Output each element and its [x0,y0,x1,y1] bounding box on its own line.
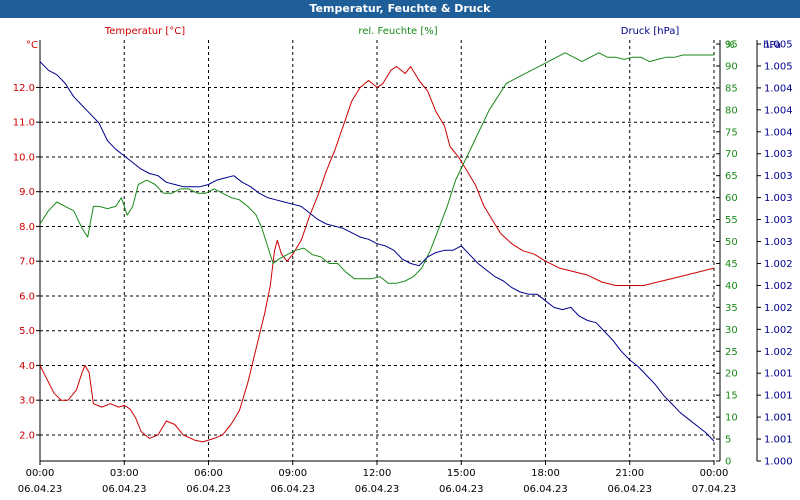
temperature-tick-label: 6.0 [19,291,35,302]
x-tick-time: 18:00 [531,468,560,479]
pressure-tick-label: 1.003 [764,171,793,182]
series-line-temperature [39,66,715,443]
x-tick-time: 09:00 [278,468,307,479]
humidity-tick-label: 65 [725,171,738,182]
x-tick-date: 06.04.23 [18,484,63,495]
pressure-tick-label: 1.004 [764,83,793,94]
x-tick-date: 07.04.23 [692,484,737,495]
temperature-tick-label: 11.0 [13,118,35,129]
pressure-tick-label: 1.005 [764,61,793,72]
pressure-tick-label: 1.002 [764,325,793,336]
series-line-pressure [39,61,715,442]
pressure-unit: hPa [763,40,781,51]
pressure-tick-label: 1.005 [764,40,793,51]
x-tick-time: 21:00 [615,468,644,479]
pressure-tick-label: 1.002 [764,303,793,314]
pressure-tick-label: 1.002 [764,259,793,270]
chart-title: Temperatur, Feuchte & Druck [309,2,491,15]
temperature-tick-label: 10.0 [13,152,35,163]
humidity-unit: % [725,40,735,51]
humidity-tick-label: 15 [725,391,738,402]
temperature-axis-label: Temperatur [°C] [104,26,185,37]
x-tick-time: 03:00 [110,468,139,479]
humidity-tick-label: 0 [725,457,731,468]
temperature-unit: °C [26,40,38,51]
humidity-tick-label: 45 [725,259,738,270]
temperature-tick-label: 2.0 [19,430,35,441]
temperature-tick-label: 5.0 [19,326,35,337]
temperature-axis: 2.0 3.0 4.0 5.0 6.0 7.0 8.0 9.0 10.0 11.0 12.0 °C [13,40,40,441]
pressure-tick-label: 1.000 [764,457,793,468]
title-bar: Temperatur, Feuchte & Druck [0,0,800,18]
humidity-tick-label: 75 [725,127,738,138]
grid [39,40,758,462]
series-line-humidity [39,52,714,284]
humidity-tick-label: 55 [725,215,738,226]
x-tick-date: 06.04.23 [186,484,231,495]
x-tick-date: 06.04.23 [102,484,147,495]
axis-labels: Temperatur [°C] rel. Feuchte [%] Druck [hP… [104,26,680,37]
x-tick-time: 06:00 [194,468,223,479]
pressure-tick-label: 1.001 [764,435,793,446]
pressure-tick-label: 1.003 [764,237,793,248]
pressure-axis: 1.000 1.001 1.001 1.001 1.001 1.002 1.002 1.002… [757,40,793,468]
x-tick-date: 06.04.23 [355,484,400,495]
pressure-tick-label: 1.002 [764,281,793,292]
humidity-axis: 0 5 10 15 20 25 30 35 40 45 50 55 60 65 70 75 80 85 90 95% [716,40,738,468]
pressure-tick-label: 1.002 [764,347,793,358]
humidity-tick-label: 35 [725,303,738,314]
temperature-tick-label: 3.0 [19,396,35,407]
pressure-tick-label: 1.004 [764,105,793,116]
pressure-tick-label: 1.001 [764,391,793,402]
x-tick-time: 00:00 [26,468,55,479]
pressure-axis-label: Druck [hPa] [621,26,680,37]
temperature-tick-label: 7.0 [19,257,35,268]
humidity-tick-label: 20 [725,369,738,380]
series-group [39,52,715,443]
humidity-tick-label: 30 [725,325,738,336]
humidity-axis-label: rel. Feuchte [%] [358,26,437,37]
x-tick-date: 06.04.23 [439,484,484,495]
temperature-tick-label: 4.0 [19,361,35,372]
x-tick-time: 12:00 [363,468,392,479]
humidity-tick-label: 95 [725,40,738,51]
humidity-tick-label: 50 [725,237,738,248]
pressure-tick-label: 1.003 [764,215,793,226]
x-tick-date: 06.04.23 [523,484,568,495]
humidity-tick-label: 60 [725,193,738,204]
humidity-tick-label: 40 [725,281,738,292]
humidity-tick-label: 10 [725,413,738,424]
humidity-tick-label: 5 [725,435,731,446]
humidity-tick-label: 70 [725,149,738,160]
pressure-tick-label: 1.001 [764,413,793,424]
x-tick-time: 15:00 [447,468,476,479]
temperature-tick-label: 9.0 [19,187,35,198]
pressure-tick-label: 1.003 [764,193,793,204]
pressure-tick-label: 1.003 [764,149,793,160]
temperature-tick-label: 8.0 [19,222,35,233]
humidity-tick-label: 85 [725,83,738,94]
temperature-tick-label: 12.0 [13,83,35,94]
x-axis: 00:00 06.04.23 03:00 06.04.23 06:00 06.04.23 0… [18,461,737,495]
x-tick-time: 00:00 [700,468,729,479]
humidity-tick-label: 25 [725,347,738,358]
pressure-tick-label: 1.001 [764,369,793,380]
x-tick-date: 06.04.23 [270,484,315,495]
pressure-tick-label: 1.004 [764,127,793,138]
humidity-tick-label: 80 [725,105,738,116]
humidity-tick-label: 90 [725,61,738,72]
x-tick-date: 06.04.23 [607,484,652,495]
